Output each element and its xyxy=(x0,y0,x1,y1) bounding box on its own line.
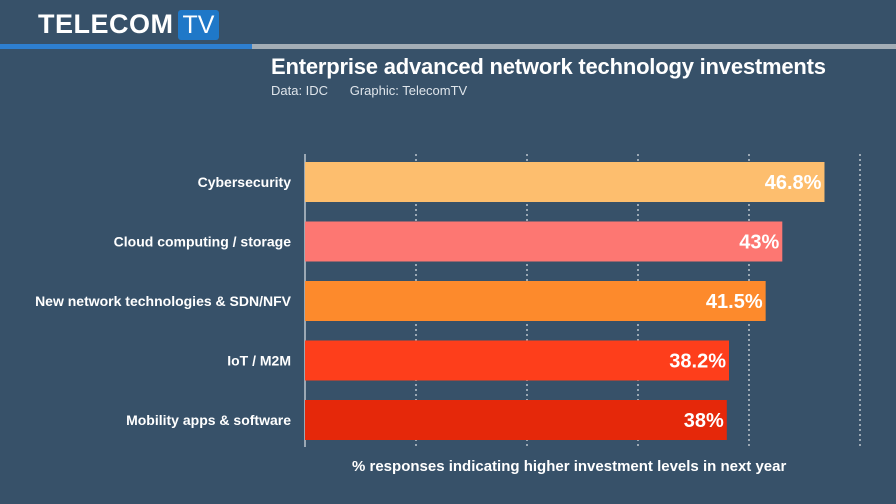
category-label: IoT / M2M xyxy=(227,353,291,369)
category-label: Cloud computing / storage xyxy=(114,234,292,250)
data-label: 43% xyxy=(739,232,779,254)
header-rule xyxy=(252,44,896,49)
bar xyxy=(305,162,825,202)
data-label: 38.2% xyxy=(669,351,726,373)
category-label: Mobility apps & software xyxy=(126,412,291,428)
x-axis-label: % responses indicating higher investment… xyxy=(352,458,787,475)
chart-source: Data: IDC Graphic: TelecomTV xyxy=(271,83,467,98)
category-label: Cybersecurity xyxy=(198,174,292,190)
header-rule-accent xyxy=(0,44,252,49)
data-label: 41.5% xyxy=(706,291,763,313)
data-label: 46.8% xyxy=(765,172,822,194)
logo-tv-badge: TV xyxy=(177,9,220,40)
category-label: New network technologies & SDN/NFV xyxy=(35,293,292,309)
bar xyxy=(305,281,766,321)
data-label: 38% xyxy=(684,410,724,432)
bar xyxy=(305,221,783,262)
logo-wordmark: TELECOM xyxy=(38,9,174,39)
chart-title: Enterprise advanced network technology i… xyxy=(271,54,826,79)
bar xyxy=(305,400,727,440)
bar xyxy=(305,340,730,381)
data-source: Data: IDC xyxy=(271,83,329,98)
graphic-credit: Graphic: TelecomTV xyxy=(349,83,468,98)
telecomtv-logo: TELECOM TV xyxy=(38,9,220,40)
